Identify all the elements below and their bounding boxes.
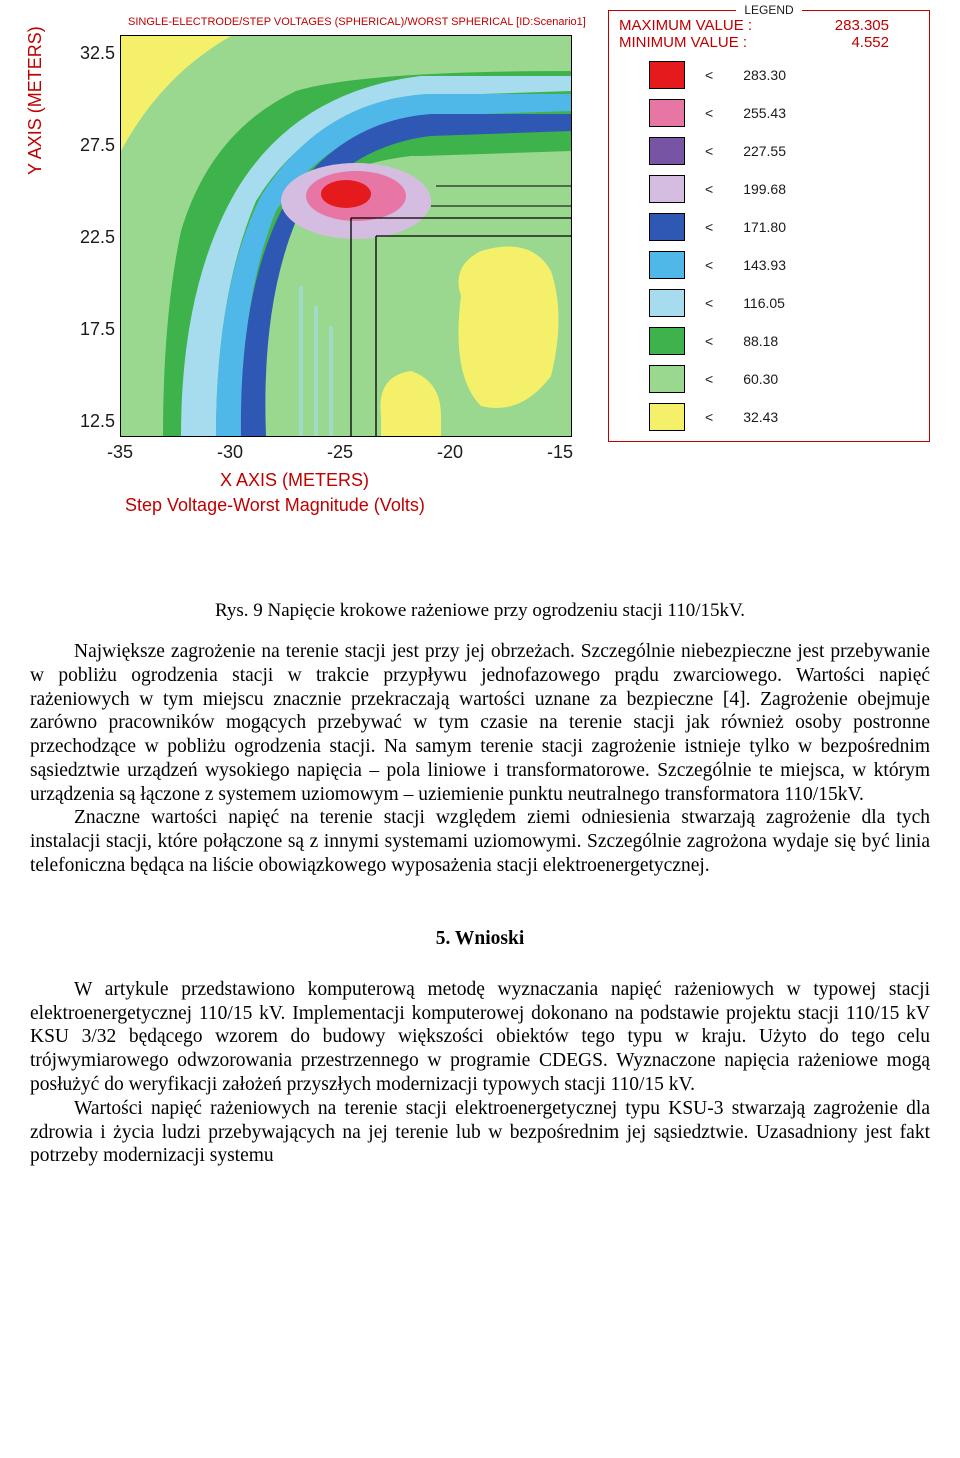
- color-swatch: [649, 137, 685, 165]
- legend-value: 60.30: [743, 371, 778, 387]
- less-than-symbol: <: [705, 371, 713, 387]
- y-tick: 12.5: [65, 411, 115, 432]
- less-than-symbol: <: [705, 333, 713, 349]
- contour-plot: [120, 35, 572, 437]
- less-than-symbol: <: [705, 105, 713, 121]
- less-than-symbol: <: [705, 257, 713, 273]
- color-swatch: [649, 327, 685, 355]
- x-tick: -25: [320, 442, 360, 463]
- legend-value: 88.18: [743, 333, 778, 349]
- paragraph-2: Znaczne wartości napięć na terenie stacj…: [30, 806, 930, 877]
- paragraph-1: Największe zagrożenie na terenie stacji …: [30, 640, 930, 806]
- legend-title: LEGEND: [619, 3, 919, 17]
- paragraph-3: W artykule przedstawiono komputerową met…: [30, 978, 930, 1097]
- color-swatch: [649, 365, 685, 393]
- y-tick: 27.5: [65, 135, 115, 156]
- legend-value: 32.43: [743, 409, 778, 425]
- legend-value: 255.43: [743, 105, 786, 121]
- color-swatch: [649, 289, 685, 317]
- legend-value: 143.93: [743, 257, 786, 273]
- y-tick: 17.5: [65, 319, 115, 340]
- legend-row: <88.18: [619, 327, 919, 355]
- figure-container: SINGLE-ELECTRODE/STEP VOLTAGES (SPHERICA…: [20, 10, 940, 570]
- color-swatch: [649, 251, 685, 279]
- legend-row: <32.43: [619, 403, 919, 431]
- paragraph-4: Wartości napięć rażeniowych na terenie s…: [30, 1097, 930, 1168]
- x-tick: -15: [540, 442, 580, 463]
- legend-row: <283.30: [619, 61, 919, 89]
- x-tick: -30: [210, 442, 250, 463]
- legend-row: <227.55: [619, 137, 919, 165]
- legend-value: 283.30: [743, 67, 786, 83]
- color-swatch: [649, 61, 685, 89]
- legend-value: 227.55: [743, 143, 786, 159]
- x-axis-label: X AXIS (METERS): [220, 470, 369, 491]
- color-swatch: [649, 99, 685, 127]
- legend-row: <255.43: [619, 99, 919, 127]
- section-heading: 5. Wnioski: [0, 928, 960, 950]
- legend-entries: <283.30<255.43<227.55<199.68<171.80<143.…: [619, 61, 919, 431]
- y-axis-label: Y AXIS (METERS): [25, 26, 46, 175]
- y-tick: 32.5: [65, 43, 115, 64]
- less-than-symbol: <: [705, 67, 713, 83]
- legend-max: MAXIMUM VALUE :283.305: [619, 17, 919, 34]
- legend-value: 116.05: [743, 295, 785, 311]
- color-swatch: [649, 403, 685, 431]
- legend-box: LEGEND MAXIMUM VALUE :283.305 MINIMUM VA…: [608, 10, 930, 442]
- legend-row: <171.80: [619, 213, 919, 241]
- legend-value: 199.68: [743, 181, 786, 197]
- color-swatch: [649, 213, 685, 241]
- x-tick: -35: [100, 442, 140, 463]
- legend-row: <199.68: [619, 175, 919, 203]
- less-than-symbol: <: [705, 295, 713, 311]
- plot-small-title: SINGLE-ELECTRODE/STEP VOLTAGES (SPHERICA…: [128, 16, 586, 28]
- legend-row: <143.93: [619, 251, 919, 279]
- body-text: Największe zagrożenie na terenie stacji …: [30, 640, 930, 878]
- legend-min: MINIMUM VALUE :4.552: [619, 34, 919, 51]
- less-than-symbol: <: [705, 219, 713, 235]
- legend-row: <60.30: [619, 365, 919, 393]
- body-text-2: W artykule przedstawiono komputerową met…: [30, 978, 930, 1168]
- legend-row: <116.05: [619, 289, 919, 317]
- color-swatch: [649, 175, 685, 203]
- less-than-symbol: <: [705, 181, 713, 197]
- figure-caption: Rys. 9 Napięcie krokowe rażeniowe przy o…: [20, 600, 940, 622]
- legend-value: 171.80: [743, 219, 786, 235]
- chart-subtitle: Step Voltage-Worst Magnitude (Volts): [125, 495, 425, 516]
- x-tick: -20: [430, 442, 470, 463]
- less-than-symbol: <: [705, 143, 713, 159]
- y-tick: 22.5: [65, 227, 115, 248]
- less-than-symbol: <: [705, 409, 713, 425]
